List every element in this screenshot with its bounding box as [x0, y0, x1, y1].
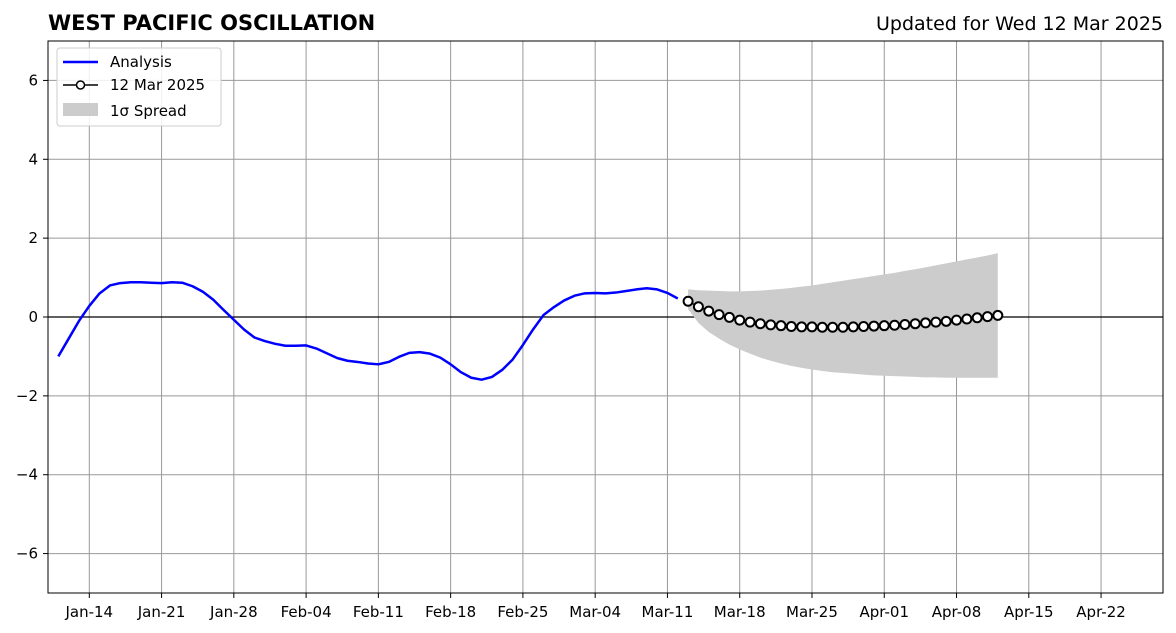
- forecast-point: [981, 311, 993, 323]
- forecast-point: [992, 309, 1004, 321]
- x-tick-label: Apr-01: [860, 603, 910, 621]
- chart-subtitle: Updated for Wed 12 Mar 2025: [876, 13, 1163, 35]
- analysis-series: [57, 281, 679, 381]
- analysis-line: [57, 281, 679, 381]
- legend-spread-label: 1σ Spread: [110, 102, 187, 120]
- forecast-point: [703, 305, 715, 317]
- forecast-point: [951, 314, 963, 326]
- forecast-point: [754, 318, 766, 330]
- forecast-point: [909, 318, 921, 330]
- y-tick-label: −6: [16, 545, 38, 563]
- y-tick-label: −4: [16, 466, 38, 484]
- legend-forecast-swatch-marker: [75, 80, 86, 90]
- x-tick-label: Mar-04: [569, 603, 621, 621]
- y-tick-label: 0: [28, 308, 38, 326]
- x-tick-label: Feb-25: [497, 603, 548, 621]
- forecast-point: [692, 301, 704, 313]
- forecast-point: [920, 317, 932, 329]
- legend-analysis-label: Analysis: [110, 53, 172, 71]
- forecast-point: [899, 318, 911, 330]
- legend-forecast-label: 12 Mar 2025: [110, 76, 205, 94]
- x-tick-label: Mar-25: [786, 603, 838, 621]
- y-tick-label: 2: [28, 229, 38, 247]
- y-tick-label: 6: [28, 71, 38, 89]
- x-tick-label: Jan-21: [137, 603, 186, 621]
- forecast-point: [806, 321, 818, 333]
- forecast-point: [816, 321, 828, 333]
- forecast-point: [878, 320, 890, 332]
- x-tick-label: Jan-28: [209, 603, 258, 621]
- x-tick-label: Feb-18: [425, 603, 476, 621]
- y-tick-label: 4: [28, 150, 38, 168]
- forecast-point: [734, 314, 746, 326]
- forecast-point: [796, 321, 808, 333]
- x-tick-label: Jan-14: [64, 603, 113, 621]
- forecast-point: [723, 311, 735, 323]
- forecast-point: [775, 320, 787, 332]
- legend: Analysis 12 Mar 2025 1σ Spread: [56, 47, 222, 127]
- forecast-point: [961, 313, 973, 325]
- spread-band-group: [688, 253, 998, 378]
- chart-title: WEST PACIFIC OSCILLATION: [48, 11, 375, 35]
- forecast-series: [682, 295, 1004, 333]
- forecast-point: [682, 295, 694, 307]
- forecast-point: [785, 320, 797, 332]
- forecast-point: [827, 321, 839, 333]
- x-tick-label: Feb-04: [281, 603, 332, 621]
- x-tick-label: Mar-11: [642, 603, 694, 621]
- forecast-point: [847, 321, 859, 333]
- x-axis-ticks: Jan-14 Jan-21 Jan-28 Feb-04 Feb-11 Feb-18 Feb-…: [64, 593, 1126, 621]
- forecast-point: [858, 320, 870, 332]
- legend-spread-swatch: [63, 103, 98, 116]
- x-tick-label: Mar-18: [714, 603, 766, 621]
- forecast-point: [765, 319, 777, 331]
- x-tick-label: Apr-22: [1076, 603, 1126, 621]
- forecast-point: [744, 316, 756, 328]
- forecast-point: [940, 315, 952, 327]
- forecast-point: [837, 321, 849, 333]
- y-axis-ticks: −6 −4 −2 0 2 4 6: [16, 71, 48, 563]
- x-tick-label: Apr-08: [932, 603, 982, 621]
- forecast-point: [971, 312, 983, 324]
- forecast-point: [868, 320, 880, 332]
- y-tick-label: −2: [16, 387, 38, 405]
- spread-band: [688, 253, 998, 378]
- forecast-point: [713, 309, 725, 321]
- x-tick-label: Feb-11: [353, 603, 404, 621]
- forecast-point: [930, 316, 942, 328]
- forecast-point: [889, 319, 901, 331]
- x-tick-label: Apr-15: [1004, 603, 1054, 621]
